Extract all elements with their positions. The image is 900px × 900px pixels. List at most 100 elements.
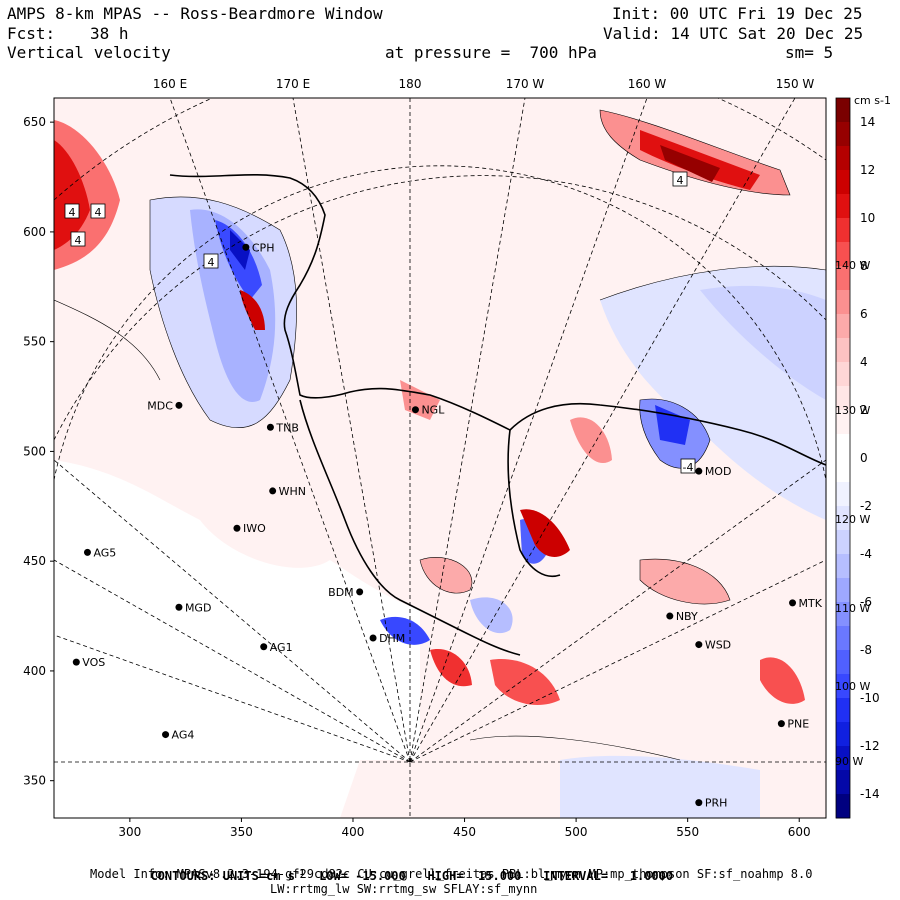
x-tick-label: 450	[453, 825, 476, 839]
contour-label-box	[672, 171, 688, 187]
right-longitude-label: 120 W	[835, 513, 870, 526]
contour-label: 4	[677, 174, 684, 187]
right-longitude-label: 130 W	[835, 404, 870, 417]
y-tick-label: 600	[23, 225, 46, 239]
station-label: PRH	[705, 797, 728, 810]
station-label: PNE	[787, 718, 809, 731]
colorbar-units: cm s-1	[854, 94, 891, 107]
contour-label: 4	[69, 206, 76, 219]
colorbar-tick-label: -6	[860, 595, 872, 609]
y-tick-label: 350	[23, 774, 46, 788]
valid-time: Valid: 14 UTC Sat 20 Dec 25	[603, 24, 864, 43]
colorbar-swatch	[836, 722, 850, 747]
colorbar-tick-label: 10	[860, 211, 875, 225]
colorbar-swatch	[836, 98, 850, 123]
station-marker	[695, 641, 703, 649]
colorbar-swatch	[836, 386, 850, 411]
contours-footer: CONTOURS: UNITS=cm s-1 LOW= -15.000 HIGH…	[136, 852, 673, 883]
colorbar-tick-label: -8	[860, 643, 872, 657]
station-marker	[175, 603, 183, 611]
station-marker	[777, 720, 785, 728]
station-label: IWO	[243, 522, 266, 535]
colorbar-swatch	[836, 458, 850, 483]
station-marker	[695, 799, 703, 807]
pressure-level: at pressure = 700 hPa	[385, 43, 597, 62]
station-marker	[269, 487, 277, 495]
station-marker	[411, 406, 419, 414]
colorbar-swatch	[836, 194, 850, 219]
axes: 300 350 400 450 500 550 600 350 400 450 500 550 600 6…	[23, 77, 814, 839]
colorbar-swatch	[836, 362, 850, 387]
right-longitude-label: 100 W	[835, 680, 870, 693]
colorbar-swatch	[836, 266, 850, 291]
colorbar-swatch	[836, 794, 850, 819]
station-label: NGL	[421, 404, 445, 417]
field-name: Vertical velocity	[7, 43, 171, 62]
colorbar-tick-label: -10	[860, 691, 880, 705]
colorbar-swatch	[836, 146, 850, 171]
graticule	[54, 98, 826, 818]
station-label: AG5	[93, 546, 116, 559]
colorbar-swatch	[836, 122, 850, 147]
colorbar-swatch	[836, 482, 850, 507]
model-info-2: LW:rrtmg_lw SW:rrtmg_sw SFLAY:sf_mynn	[270, 882, 538, 896]
colorbar-tick-label: 14	[860, 115, 875, 129]
colorbar-swatch	[836, 290, 850, 315]
colorbar-swatch	[836, 506, 850, 531]
colorbar-tick-label: 8	[860, 259, 868, 273]
contour-label-box	[90, 203, 106, 219]
station-marker	[83, 548, 91, 556]
model-info-1: Model Info: MPASv8.2.3-194-gf29cd82c CU:…	[90, 867, 813, 881]
colorbar-swatch	[836, 602, 850, 627]
interval-value: INTERVAL= 1.0000	[543, 869, 674, 883]
colorbar-swatch	[836, 698, 850, 723]
station-marker	[266, 423, 274, 431]
station-marker	[233, 524, 241, 532]
station-label: VOS	[82, 656, 105, 669]
colorbar-tick-label: 12	[860, 163, 875, 177]
longitude-label: 160 W	[628, 77, 667, 91]
x-tick-label: 400	[342, 825, 365, 839]
colorbar-tick-label: -4	[860, 547, 872, 561]
colorbar-swatch	[836, 578, 850, 603]
plot-frame	[53, 97, 827, 819]
smoothing: sm= 5	[785, 43, 834, 62]
colorbar-tick-label: 4	[860, 355, 868, 369]
station-label: AG1	[270, 641, 293, 654]
longitude-label: 150 W	[776, 77, 815, 91]
station-label: BDM	[328, 586, 354, 599]
station-label: WHN	[279, 485, 306, 498]
contour-label-box	[203, 253, 219, 269]
colorbar-swatch	[836, 554, 850, 579]
colorbar-tick-label: -12	[860, 739, 880, 753]
station-marker	[789, 599, 797, 607]
right-longitude-label: 110 W	[835, 602, 870, 615]
colorbar-swatch	[836, 218, 850, 243]
colorbar-swatch	[836, 170, 850, 195]
longitude-label: 170 W	[506, 77, 545, 91]
colorbar-frame	[835, 97, 851, 819]
station-label: DHM	[379, 632, 405, 645]
colorbar: 14 12 10 8 6 4 2 0 -2 -4 -6 -8 -10 -12 -14 cm s-1 140 W 1…	[835, 94, 891, 819]
coastline	[169, 173, 826, 656]
station-marker	[356, 588, 364, 596]
colorbar-tick-label: 0	[860, 451, 868, 465]
longitude-label: 170 E	[276, 77, 310, 91]
station-marker	[162, 731, 170, 739]
station-marker	[72, 658, 80, 666]
contour-label-box	[70, 231, 86, 247]
colorbar-tick-label: -2	[860, 499, 872, 513]
station-label: NBY	[676, 610, 698, 623]
x-tick-label: 350	[230, 825, 253, 839]
high-value: HIGH= 15.000	[427, 869, 522, 883]
colorbar-tick-label: -14	[860, 787, 880, 801]
station-label: MTK	[799, 597, 823, 610]
longitude-label: 180	[399, 77, 422, 91]
contour-lines	[54, 109, 826, 761]
colorbar-swatch	[836, 434, 850, 459]
colorbar-swatch	[836, 314, 850, 339]
forecast-hour: 38 h	[90, 24, 129, 43]
station-label: MDC	[147, 399, 173, 412]
colorbar-tick-label: 6	[860, 307, 868, 321]
